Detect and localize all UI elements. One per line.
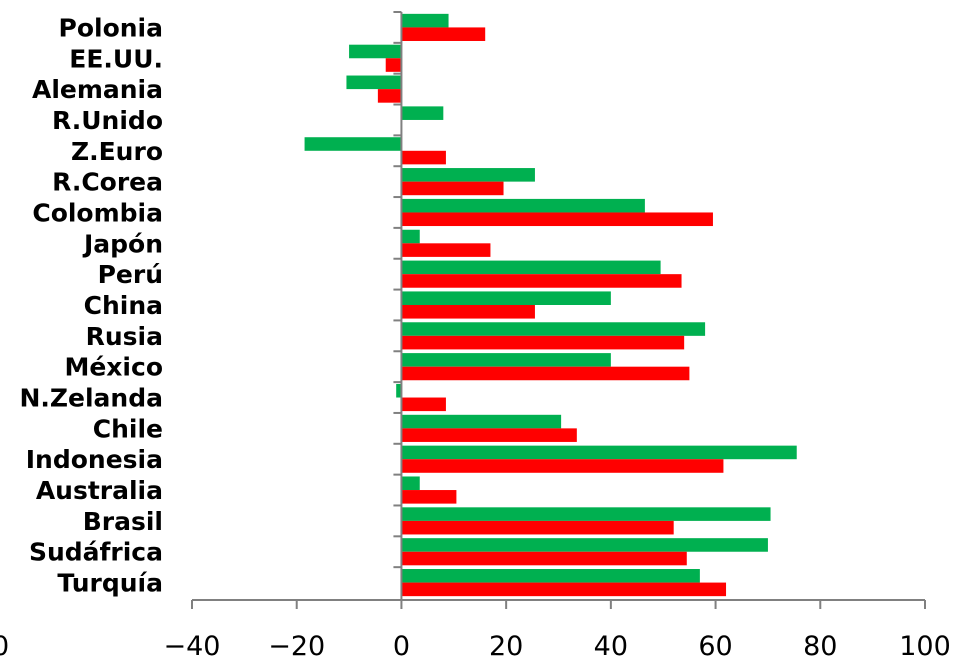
bar-n-zelanda-series-2 xyxy=(401,397,446,412)
x-tick-label: −40 xyxy=(164,631,221,662)
category-labels: PoloniaEE.UU.AlemaniaR.UnidoZ.EuroR.Core… xyxy=(19,13,163,597)
bar-méxico-series-2 xyxy=(401,366,690,381)
bar-rusia-series-1 xyxy=(401,322,706,336)
x-tick-label-clipped: 0 xyxy=(0,631,9,662)
category-label: Australia xyxy=(36,476,163,505)
bar-r-corea-series-1 xyxy=(401,168,535,182)
category-label: Alemania xyxy=(32,75,163,104)
category-label: China xyxy=(84,291,163,320)
bar-sudáfrica-series-1 xyxy=(401,538,768,552)
category-label: N.Zelanda xyxy=(19,384,163,413)
bar-alemania-series-2 xyxy=(377,89,402,103)
category-label: Chile xyxy=(93,414,163,443)
category-label: Indonesia xyxy=(26,445,163,474)
x-tick-label: 80 xyxy=(803,631,837,662)
bar-brasil-series-2 xyxy=(401,520,674,535)
bar-indonesia-series-2 xyxy=(401,459,724,473)
bar-polonia-series-1 xyxy=(401,13,449,28)
bar-r-corea-series-2 xyxy=(401,181,504,196)
category-label: Polonia xyxy=(59,13,163,42)
bar-z-euro-series-2 xyxy=(401,150,446,165)
bar-colombia-series-2 xyxy=(401,212,713,227)
bar-turquía-series-1 xyxy=(401,569,700,583)
bar-brasil-series-1 xyxy=(401,507,771,521)
bar-indonesia-series-1 xyxy=(401,445,797,460)
x-tick-label: −20 xyxy=(268,631,325,662)
category-label: R.Corea xyxy=(52,168,163,197)
bar-z-euro-series-1 xyxy=(304,137,402,151)
bar-colombia-series-1 xyxy=(401,198,645,213)
category-label: Sudáfrica xyxy=(29,538,163,567)
x-tick-label: 20 xyxy=(489,631,523,662)
category-label: Turquía xyxy=(57,569,163,598)
category-label: Z.Euro xyxy=(71,137,163,166)
bar-ee-uu--series-2 xyxy=(385,58,402,72)
x-tick-label: 0 xyxy=(393,631,410,662)
bar-rusia-series-2 xyxy=(401,335,685,350)
bar-japón-series-1 xyxy=(401,229,420,244)
bar-chile-series-1 xyxy=(401,414,562,429)
category-label: Japón xyxy=(82,229,163,258)
x-tick-label: 60 xyxy=(698,631,732,662)
axes-group xyxy=(191,11,926,609)
bar-perú-series-2 xyxy=(401,274,682,288)
bar-chile-series-2 xyxy=(401,428,577,442)
category-label: Brasil xyxy=(83,507,163,536)
x-tick-label: 100 xyxy=(899,631,951,662)
category-label: R.Unido xyxy=(52,106,163,135)
bar-australia-series-1 xyxy=(401,476,420,491)
bar-china-series-1 xyxy=(401,291,611,305)
category-label: EE.UU. xyxy=(69,44,163,73)
category-label: Rusia xyxy=(86,322,163,351)
bar-r-unido-series-1 xyxy=(401,106,444,120)
category-label: México xyxy=(64,353,163,382)
bar-australia-series-2 xyxy=(401,490,457,504)
tick-labels: −40 −20 0 20 40 60 80 100 0 xyxy=(0,631,951,662)
category-label: Perú xyxy=(98,260,163,289)
x-tick-label: 40 xyxy=(594,631,628,662)
bar-sudáfrica-series-2 xyxy=(401,551,687,566)
bar-china-series-2 xyxy=(401,305,535,319)
bar-alemania-series-1 xyxy=(346,75,402,90)
bar-japón-series-2 xyxy=(401,243,491,257)
bar-turquía-series-2 xyxy=(401,582,727,597)
bars-group xyxy=(304,13,797,597)
bar-ee-uu--series-1 xyxy=(349,44,402,59)
bar-polonia-series-2 xyxy=(401,27,486,41)
bar-perú-series-1 xyxy=(401,260,661,275)
bar-n-zelanda-series-1 xyxy=(396,383,402,398)
bar-méxico-series-1 xyxy=(401,353,611,367)
category-label: Colombia xyxy=(32,198,163,227)
